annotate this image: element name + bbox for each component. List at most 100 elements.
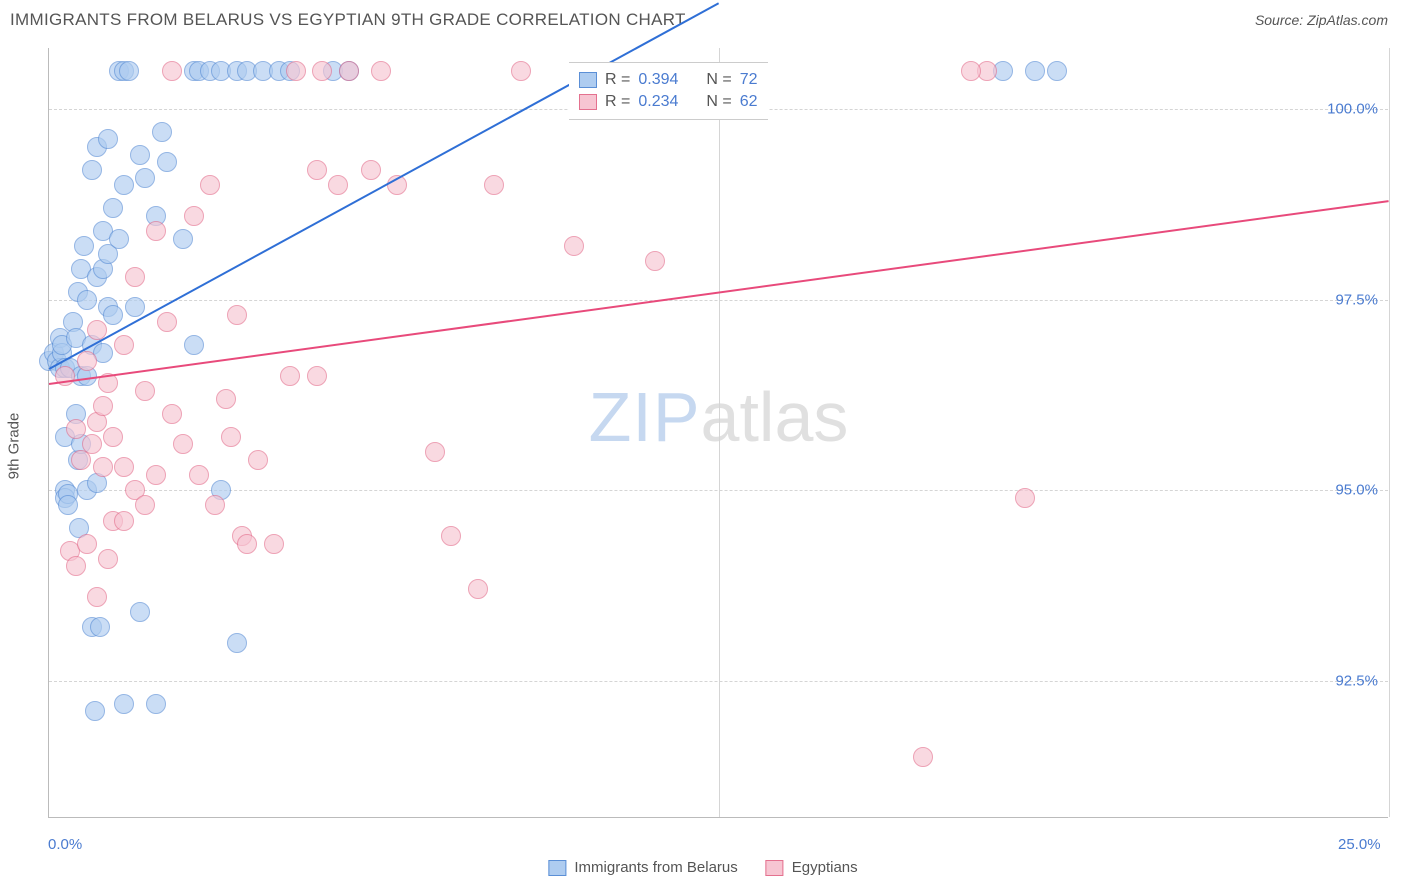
scatter-point bbox=[146, 694, 166, 714]
bottom-legend-item: Egyptians bbox=[766, 859, 858, 876]
scatter-point bbox=[74, 236, 94, 256]
scatter-point bbox=[66, 556, 86, 576]
scatter-point bbox=[135, 168, 155, 188]
scatter-point bbox=[361, 160, 381, 180]
legend-swatch bbox=[579, 72, 597, 88]
legend-swatch bbox=[766, 860, 784, 876]
scatter-point bbox=[564, 236, 584, 256]
scatter-point bbox=[90, 617, 110, 637]
scatter-point bbox=[152, 122, 172, 142]
scatter-point bbox=[227, 305, 247, 325]
scatter-point bbox=[307, 366, 327, 386]
y-tick-label: 92.5% bbox=[1335, 672, 1378, 689]
scatter-point bbox=[114, 511, 134, 531]
r-label: R = bbox=[605, 71, 630, 89]
scatter-point bbox=[135, 381, 155, 401]
scatter-point bbox=[184, 335, 204, 355]
scatter-point bbox=[114, 175, 134, 195]
scatter-point bbox=[441, 526, 461, 546]
scatter-point bbox=[58, 495, 78, 515]
scatter-point bbox=[114, 335, 134, 355]
y-tick-label: 97.5% bbox=[1335, 291, 1378, 308]
scatter-point bbox=[87, 587, 107, 607]
scatter-point bbox=[103, 305, 123, 325]
scatter-point bbox=[328, 175, 348, 195]
legend-swatch bbox=[548, 860, 566, 876]
bottom-legend: Immigrants from Belarus Egyptians bbox=[548, 859, 857, 876]
x-tick-label: 25.0% bbox=[1338, 836, 1381, 853]
scatter-point bbox=[85, 701, 105, 721]
scatter-point bbox=[157, 152, 177, 172]
scatter-point bbox=[103, 198, 123, 218]
series-name: Egyptians bbox=[792, 859, 858, 876]
scatter-point bbox=[312, 61, 332, 81]
r-value: 0.234 bbox=[638, 93, 678, 111]
scatter-point bbox=[1047, 61, 1067, 81]
chart-header: IMMIGRANTS FROM BELARUS VS EGYPTIAN 9TH … bbox=[0, 0, 1406, 36]
scatter-point bbox=[1025, 61, 1045, 81]
n-value: 62 bbox=[740, 93, 758, 111]
scatter-point bbox=[82, 160, 102, 180]
scatter-point bbox=[82, 434, 102, 454]
legend-swatch bbox=[579, 94, 597, 110]
scatter-point bbox=[511, 61, 531, 81]
scatter-point bbox=[280, 366, 300, 386]
n-value: 72 bbox=[740, 71, 758, 89]
scatter-point bbox=[125, 267, 145, 287]
scatter-point bbox=[114, 457, 134, 477]
scatter-point bbox=[216, 389, 236, 409]
scatter-point bbox=[248, 450, 268, 470]
scatter-point bbox=[130, 145, 150, 165]
scatter-point bbox=[307, 160, 327, 180]
y-tick-label: 100.0% bbox=[1327, 100, 1378, 117]
scatter-point bbox=[645, 251, 665, 271]
scatter-point bbox=[173, 229, 193, 249]
scatter-point bbox=[162, 61, 182, 81]
scatter-plot-area: ZIPatlas 92.5%95.0%97.5%100.0%R =0.394N … bbox=[48, 48, 1388, 818]
scatter-point bbox=[184, 206, 204, 226]
scatter-point bbox=[200, 175, 220, 195]
scatter-point bbox=[205, 495, 225, 515]
scatter-point bbox=[119, 61, 139, 81]
scatter-point bbox=[125, 297, 145, 317]
r-label: R = bbox=[605, 93, 630, 111]
source-attribution: Source: ZipAtlas.com bbox=[1255, 12, 1388, 28]
chart-title: IMMIGRANTS FROM BELARUS VS EGYPTIAN 9TH … bbox=[10, 10, 686, 30]
scatter-point bbox=[264, 534, 284, 554]
scatter-point bbox=[961, 61, 981, 81]
scatter-point bbox=[913, 747, 933, 767]
scatter-point bbox=[146, 465, 166, 485]
scatter-point bbox=[371, 61, 391, 81]
scatter-point bbox=[77, 351, 97, 371]
legend-row: R = 0.394 N = 72 bbox=[579, 69, 758, 91]
watermark-zip: ZIP bbox=[589, 378, 701, 456]
gridline-vertical bbox=[1389, 48, 1390, 817]
scatter-point bbox=[66, 419, 86, 439]
scatter-point bbox=[189, 465, 209, 485]
scatter-point bbox=[77, 534, 97, 554]
scatter-point bbox=[93, 457, 113, 477]
scatter-point bbox=[162, 404, 182, 424]
series-name: Immigrants from Belarus bbox=[574, 859, 737, 876]
scatter-point bbox=[1015, 488, 1035, 508]
scatter-point bbox=[173, 434, 193, 454]
scatter-point bbox=[146, 221, 166, 241]
watermark-atlas: atlas bbox=[701, 378, 849, 456]
n-label: N = bbox=[706, 71, 731, 89]
scatter-point bbox=[286, 61, 306, 81]
source-name: ZipAtlas.com bbox=[1307, 12, 1388, 28]
legend-row: R = 0.234 N = 62 bbox=[579, 91, 758, 113]
scatter-point bbox=[93, 396, 113, 416]
y-axis-title: 9th Grade bbox=[6, 413, 23, 480]
scatter-point bbox=[484, 175, 504, 195]
scatter-point bbox=[221, 427, 241, 447]
correlation-legend-box: R = 0.394 N = 72 R = 0.234 N = 62 bbox=[569, 62, 768, 120]
r-value: 0.394 bbox=[638, 71, 678, 89]
scatter-point bbox=[157, 312, 177, 332]
scatter-point bbox=[425, 442, 445, 462]
scatter-point bbox=[135, 495, 155, 515]
scatter-point bbox=[98, 549, 118, 569]
source-prefix: Source: bbox=[1255, 12, 1307, 28]
bottom-legend-item: Immigrants from Belarus bbox=[548, 859, 737, 876]
n-label: N = bbox=[706, 93, 731, 111]
